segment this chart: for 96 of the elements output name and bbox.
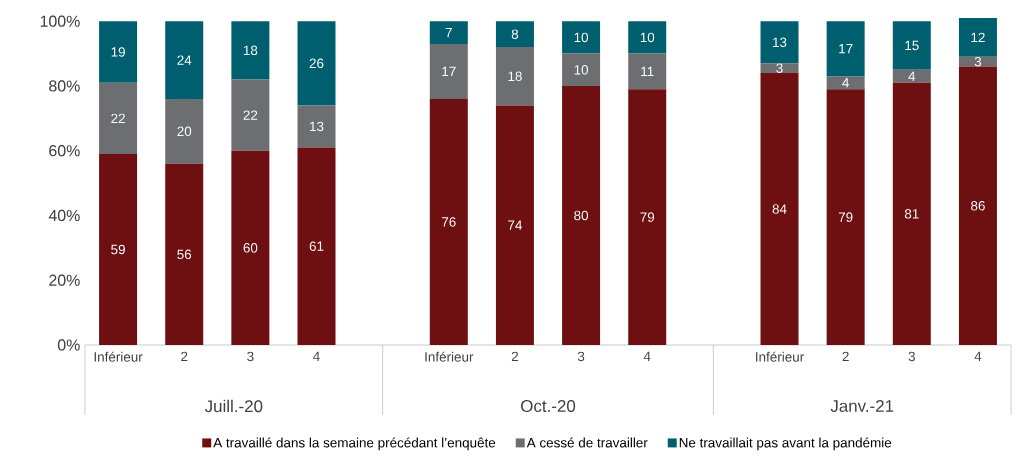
bar: [231, 79, 270, 151]
bar: [165, 21, 204, 99]
bar: [958, 66, 997, 345]
data-label: 17: [839, 44, 853, 54]
bar: [826, 21, 865, 77]
y-tick-label: 100%: [40, 15, 80, 27]
bar: [99, 21, 138, 83]
legend-label: A cessé de travailler: [526, 437, 648, 448]
bar: [628, 21, 667, 54]
data-label: 4: [908, 71, 916, 81]
data-label: 84: [772, 204, 787, 214]
bar: [429, 21, 468, 44]
data-label: 81: [904, 209, 919, 219]
bar: [495, 47, 534, 106]
bar: [165, 98, 204, 164]
data-label: 26: [309, 58, 324, 69]
bar: [892, 21, 931, 70]
bar: [297, 147, 336, 345]
bar: [562, 53, 601, 86]
bar: [826, 76, 865, 90]
data-label: 79: [640, 212, 655, 222]
x-tick-label: 2: [842, 351, 849, 362]
data-label: 61: [309, 241, 324, 251]
bar: [958, 17, 997, 57]
bar: [562, 85, 601, 345]
data-label: 15: [905, 40, 919, 51]
data-label: 86: [971, 201, 985, 211]
text: Janv.-21: [830, 399, 894, 412]
data-label: 10: [574, 32, 589, 43]
data-label: 24: [177, 55, 192, 65]
data-label: 8: [511, 29, 519, 39]
bar: [760, 73, 799, 345]
bar: [760, 21, 799, 64]
x-tick-label: 4: [974, 351, 982, 361]
text: Juill.-20: [204, 399, 263, 413]
data-label: 80: [574, 210, 589, 221]
bar: [99, 153, 138, 345]
y-tick-label: 0%: [57, 339, 80, 351]
data-label: 11: [641, 66, 654, 77]
x-tick-label: 3: [247, 351, 254, 362]
x-tick-label: Inférieur: [756, 351, 804, 362]
data-label: 60: [243, 243, 258, 253]
bar: [495, 105, 534, 345]
data-label: 17: [442, 66, 456, 77]
x-tick-label: 3: [577, 351, 585, 362]
bar: [628, 89, 667, 345]
y-tick-label: 60%: [49, 145, 80, 157]
y-tick-label: 80%: [49, 80, 80, 92]
data-label: 79: [838, 212, 853, 222]
x-tick-label: 3: [908, 351, 915, 362]
data-label: 22: [111, 113, 125, 124]
bar: [231, 21, 270, 80]
x-tick-label: 4: [313, 351, 320, 361]
data-label: 18: [243, 45, 258, 56]
bar: [958, 56, 997, 67]
data-label: 10: [640, 32, 655, 43]
y-tick-label: 40%: [48, 209, 80, 222]
y-tick-label: 20%: [49, 274, 80, 286]
text: Oct.-20: [521, 399, 576, 412]
legend-label: Ne travaillait pas avant la pandémie: [679, 437, 892, 451]
bar: [892, 69, 931, 83]
x-tick-label: Inférieur: [94, 351, 143, 362]
bar: [562, 21, 601, 54]
bar: [495, 21, 534, 48]
data-label: 18: [508, 71, 522, 82]
data-label: 19: [111, 47, 125, 57]
legend-label: A travaillé dans la semaine précédant l’enquête: [213, 437, 496, 451]
x-tick-label: 2: [181, 351, 188, 362]
bar: [826, 89, 865, 345]
data-label: 56: [177, 249, 192, 260]
bar: [165, 163, 204, 345]
bar: [429, 98, 468, 345]
data-label: 3: [776, 63, 783, 73]
data-label: 13: [310, 121, 324, 132]
bar: [892, 82, 931, 345]
x-tick-label: 4: [643, 351, 651, 361]
data-label: 12: [971, 32, 985, 43]
bar: [231, 150, 270, 345]
data-label: 76: [442, 217, 456, 227]
bar: [760, 63, 799, 74]
bar: [297, 21, 336, 106]
data-label: 4: [842, 78, 850, 88]
bar: [628, 53, 667, 90]
x-tick-label: 2: [511, 351, 519, 362]
bar: [99, 82, 138, 154]
bar: [429, 43, 468, 99]
data-label: 74: [508, 220, 523, 230]
data-label: 10: [574, 65, 589, 75]
data-label: 22: [243, 110, 258, 120]
data-label: 7: [445, 27, 452, 38]
data-label: 59: [111, 244, 125, 255]
data-label: 13: [773, 37, 787, 48]
data-label: 20: [177, 126, 192, 137]
x-tick-label: Inférieur: [425, 351, 474, 362]
data-label: 3: [974, 56, 982, 67]
bar: [297, 105, 336, 148]
